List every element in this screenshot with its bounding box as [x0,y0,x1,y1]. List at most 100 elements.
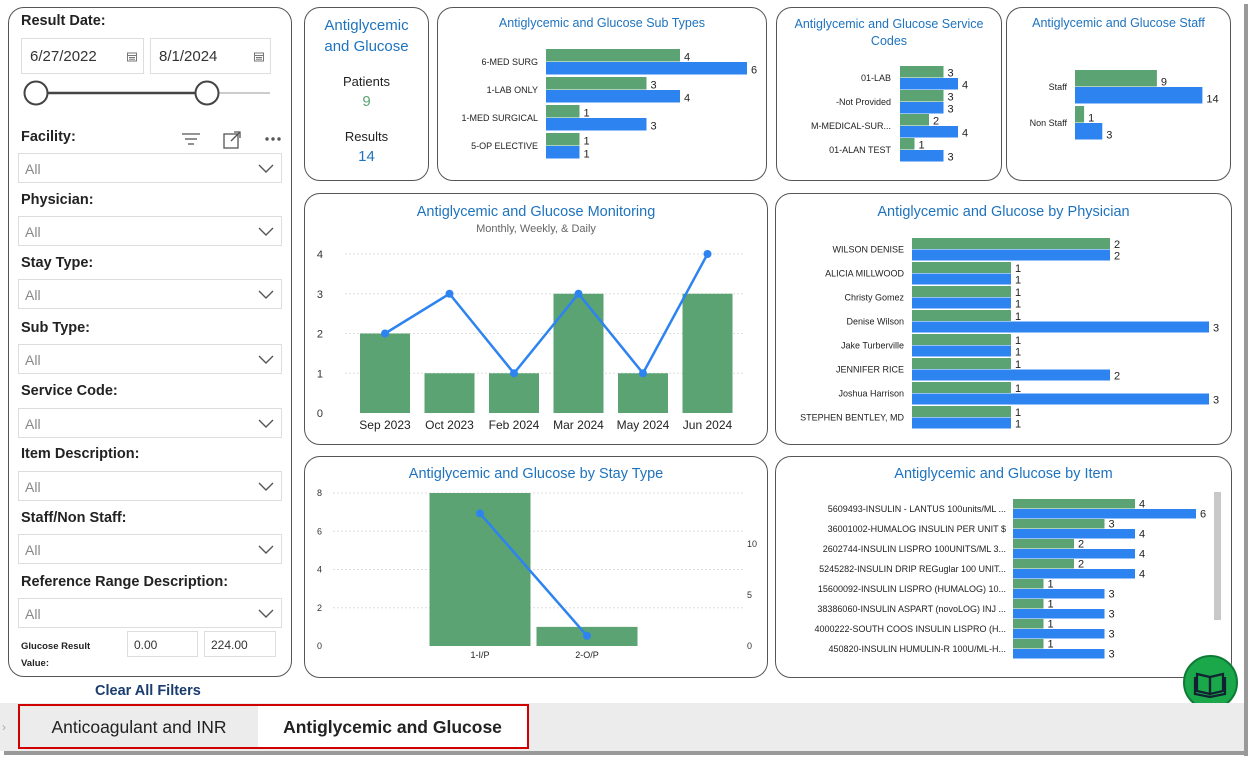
green-bar [546,49,680,62]
tab-antiglycemic[interactable]: Antiglycemic and Glucose [258,706,527,748]
x-tick-label: Jun 2024 [683,418,733,432]
green-bar [429,493,531,646]
chart-title: Antiglycemic and Glucose Staff [1032,16,1205,30]
data-label: 1 [1088,113,1094,125]
line-point [574,289,583,298]
blue-bar [900,78,958,90]
blue-bar [900,102,944,114]
calendar-icon[interactable] [254,52,264,62]
x-tick-label: Feb 2024 [489,418,540,432]
end-date-input[interactable]: 8/1/2024 [150,38,271,74]
green-bar [1013,579,1044,589]
blue-bar [546,90,680,103]
tab-anticoagulant[interactable]: Anticoagulant and INR [20,706,258,748]
start-date-input[interactable]: 6/27/2022 [21,38,144,74]
category-label: WILSON DENISE [832,245,904,255]
stay-type-dropdown[interactable]: All [18,279,282,309]
blue-bar [912,273,1011,285]
glucose-min-input[interactable]: 0.00 [127,631,198,657]
sub-type-label: Sub Type: [21,320,91,336]
green-bar [424,373,475,413]
physician-card: Antiglycemic and Glucose by Physician WI… [775,193,1232,445]
scrollbar[interactable] [1214,492,1221,620]
blue-bar [546,146,580,159]
tabs-scroll-left[interactable]: › [2,720,6,734]
blue-line [384,253,709,376]
physician-dropdown[interactable]: All [18,216,282,246]
sub-type-dropdown[interactable]: All [18,344,282,374]
data-label: 3 [1213,395,1219,407]
x-tick-label: Mar 2024 [553,418,604,432]
service-code-dropdown[interactable]: All [18,408,282,438]
calendar-icon[interactable] [127,52,137,62]
green-bar [1013,599,1044,609]
focus-mode-icon[interactable] [222,130,242,150]
results-value: 14 [358,148,375,165]
y-tick-label: 6 [317,526,322,536]
glucose-result-label: Glucose Result Value: [21,641,91,669]
green-bar [1013,539,1074,549]
y-tick-label: 4 [317,565,322,575]
data-label: 1 [584,108,590,120]
slider-end-handle[interactable] [194,80,220,106]
chevron-down-icon [258,545,274,554]
chart-title: Antiglycemic and Glucose by Stay Type [408,466,664,482]
blue-bar [912,249,1110,261]
item-description-dropdown[interactable]: All [18,471,282,501]
data-label: 3 [651,80,657,92]
green-bar [1013,499,1135,509]
blue-bar [1013,549,1135,559]
line-point [445,289,454,298]
data-label: 1 [1015,419,1021,431]
data-label: 3 [1106,130,1112,142]
slider-start-handle[interactable] [23,80,49,106]
green-bar [900,138,915,150]
chevron-down-icon [258,482,274,491]
data-label: 4 [1139,569,1145,581]
category-label: 5-OP ELECTIVE [471,141,538,151]
data-label: 3 [1109,649,1115,661]
category-label: 4000222-SOUTH COOS INSULIN LISPRO (H... [814,624,1006,634]
data-label: 3 [1109,629,1115,641]
category-label: 5609493-INSULIN - LANTUS 100units/ML ... [828,504,1006,514]
blue-bar [1013,509,1196,519]
glucose-max-input[interactable]: 224.00 [204,631,276,657]
data-label: 4 [684,93,690,105]
category-label: Joshua Harrison [838,389,904,399]
x-tick-label: Oct 2023 [425,418,474,432]
data-label: 3 [1109,609,1115,621]
item-card: Antiglycemic and Glucose by Item 5609493… [775,456,1232,678]
data-label: 4 [962,128,968,140]
monitoring-card: Antiglycemic and Glucose Monitoring Mont… [304,193,768,445]
staff-dropdown[interactable]: All [18,534,282,564]
blue-bar [912,297,1011,309]
green-bar [553,293,604,413]
category-label: M-MEDICAL-SUR... [811,121,891,131]
sub-types-card: Antiglycemic and Glucose Sub Types 6-MED… [437,7,767,181]
clear-all-filters-button[interactable]: Clear All Filters [95,683,201,699]
line-point [583,631,591,640]
data-label: 3 [948,104,954,116]
category-label: Staff [1049,82,1068,92]
green-bar [1013,559,1074,569]
blue-bar [1075,123,1103,140]
date-range-slider[interactable] [20,80,275,106]
data-label: 9 [1161,77,1167,89]
reading-view-button[interactable] [1183,655,1238,710]
blue-bar [546,62,747,75]
service-codes-card: Antiglycemic and Glucose Service Codes 0… [776,7,1002,181]
ref-range-dropdown[interactable]: All [18,598,282,628]
service-code-label: Service Code: [21,383,118,399]
line-point [639,369,647,378]
more-options-icon[interactable] [264,136,282,142]
chevron-down-icon [258,290,274,299]
facility-dropdown[interactable]: All [18,153,282,183]
x-tick-label: 1-I/P [470,650,489,660]
ref-range-label: Reference Range Description: [21,574,229,590]
filter-icon[interactable] [181,131,201,147]
data-label: 1 [584,136,590,148]
category-label: Non Staff [1030,118,1068,128]
data-label: 4 [684,52,690,64]
y2-tick-label: 10 [747,539,757,549]
blue-bar [912,369,1110,381]
